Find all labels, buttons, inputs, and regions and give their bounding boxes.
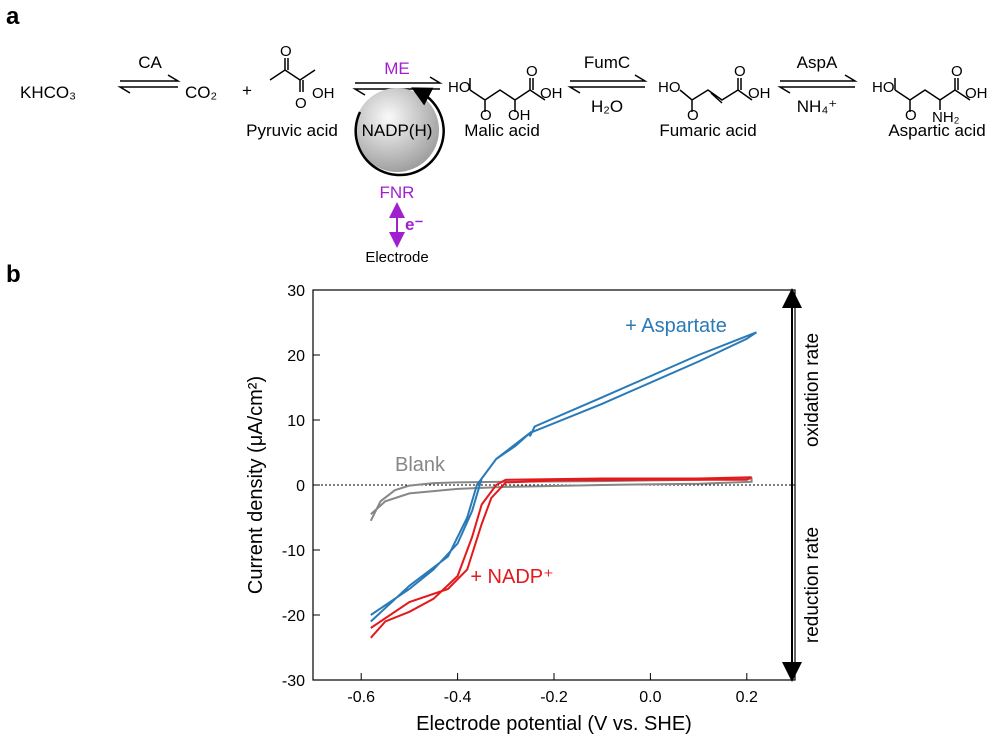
skeleton	[269, 58, 316, 92]
atom: O	[480, 107, 492, 124]
y-tick-label: 0	[296, 478, 305, 495]
cycle-arrow	[354, 87, 445, 177]
cv-curve	[370, 331, 757, 623]
cofactor: H₂O	[591, 97, 623, 116]
cv-curve	[370, 476, 753, 639]
enzyme: CA	[138, 53, 162, 72]
compound: CO₂	[185, 83, 217, 102]
atom: HO	[448, 79, 471, 96]
atom: NH₂	[932, 109, 960, 126]
atom: O	[280, 43, 292, 60]
panel-label: b	[6, 261, 21, 288]
x-axis-label: Electrode potential (V vs. SHE)	[416, 713, 692, 735]
y-tick-label: 30	[287, 283, 305, 300]
y-tick-label: -20	[282, 608, 305, 625]
x-tick-label: 0.0	[639, 689, 661, 706]
x-tick-label: -0.6	[347, 689, 375, 706]
panel-label: a	[6, 3, 20, 30]
y-tick-label: 10	[287, 413, 305, 430]
atom: OH	[748, 85, 771, 102]
x-tick-label: -0.2	[540, 689, 568, 706]
compound-name: Aspartic acid	[888, 121, 985, 140]
series-label: Blank	[395, 454, 446, 476]
y-tick-label: -10	[282, 543, 305, 560]
atom: HO	[658, 79, 681, 96]
atom: O	[526, 63, 538, 80]
x-tick-label: -0.4	[444, 689, 472, 706]
skeleton	[469, 78, 546, 112]
y-tick-label: 20	[287, 348, 305, 365]
skeleton	[679, 78, 753, 112]
x-tick-label: 0.2	[736, 689, 758, 706]
enzyme: ME	[384, 59, 410, 78]
enzyme: FumC	[584, 53, 630, 72]
atom: OH	[965, 85, 988, 102]
atom: O	[295, 95, 307, 112]
atom: OH	[508, 107, 531, 124]
side-label: reduction rate	[802, 527, 823, 643]
cofactor: NADP(H)	[362, 121, 433, 140]
compound-name: Fumaric acid	[659, 121, 756, 140]
y-tick-label: -30	[282, 673, 305, 690]
compound: KHCO₃	[20, 83, 76, 102]
electrode: Electrode	[365, 249, 428, 266]
atom: O	[951, 63, 963, 80]
atom: O	[734, 63, 746, 80]
cofactor-circle	[355, 88, 439, 172]
side-label: oxidation rate	[802, 333, 823, 447]
atom: OH	[540, 85, 563, 102]
cofactor: NH₄⁺	[797, 97, 837, 116]
atom: HO	[872, 79, 895, 96]
atom: OH	[312, 85, 335, 102]
electron: e⁻	[405, 215, 423, 234]
compound-name: Pyruvic acid	[246, 121, 338, 140]
atom: O	[905, 107, 917, 124]
skeleton	[894, 78, 971, 112]
enzyme: FNR	[380, 183, 415, 202]
plus: +	[242, 81, 252, 100]
atom: O	[687, 107, 699, 124]
series-label: + Aspartate	[625, 315, 727, 337]
compound-name: Malic acid	[464, 121, 540, 140]
enzyme: AspA	[797, 53, 838, 72]
series-label: + NADP⁺	[470, 566, 553, 588]
y-axis-label: Current density (μA/cm²)	[245, 376, 267, 594]
